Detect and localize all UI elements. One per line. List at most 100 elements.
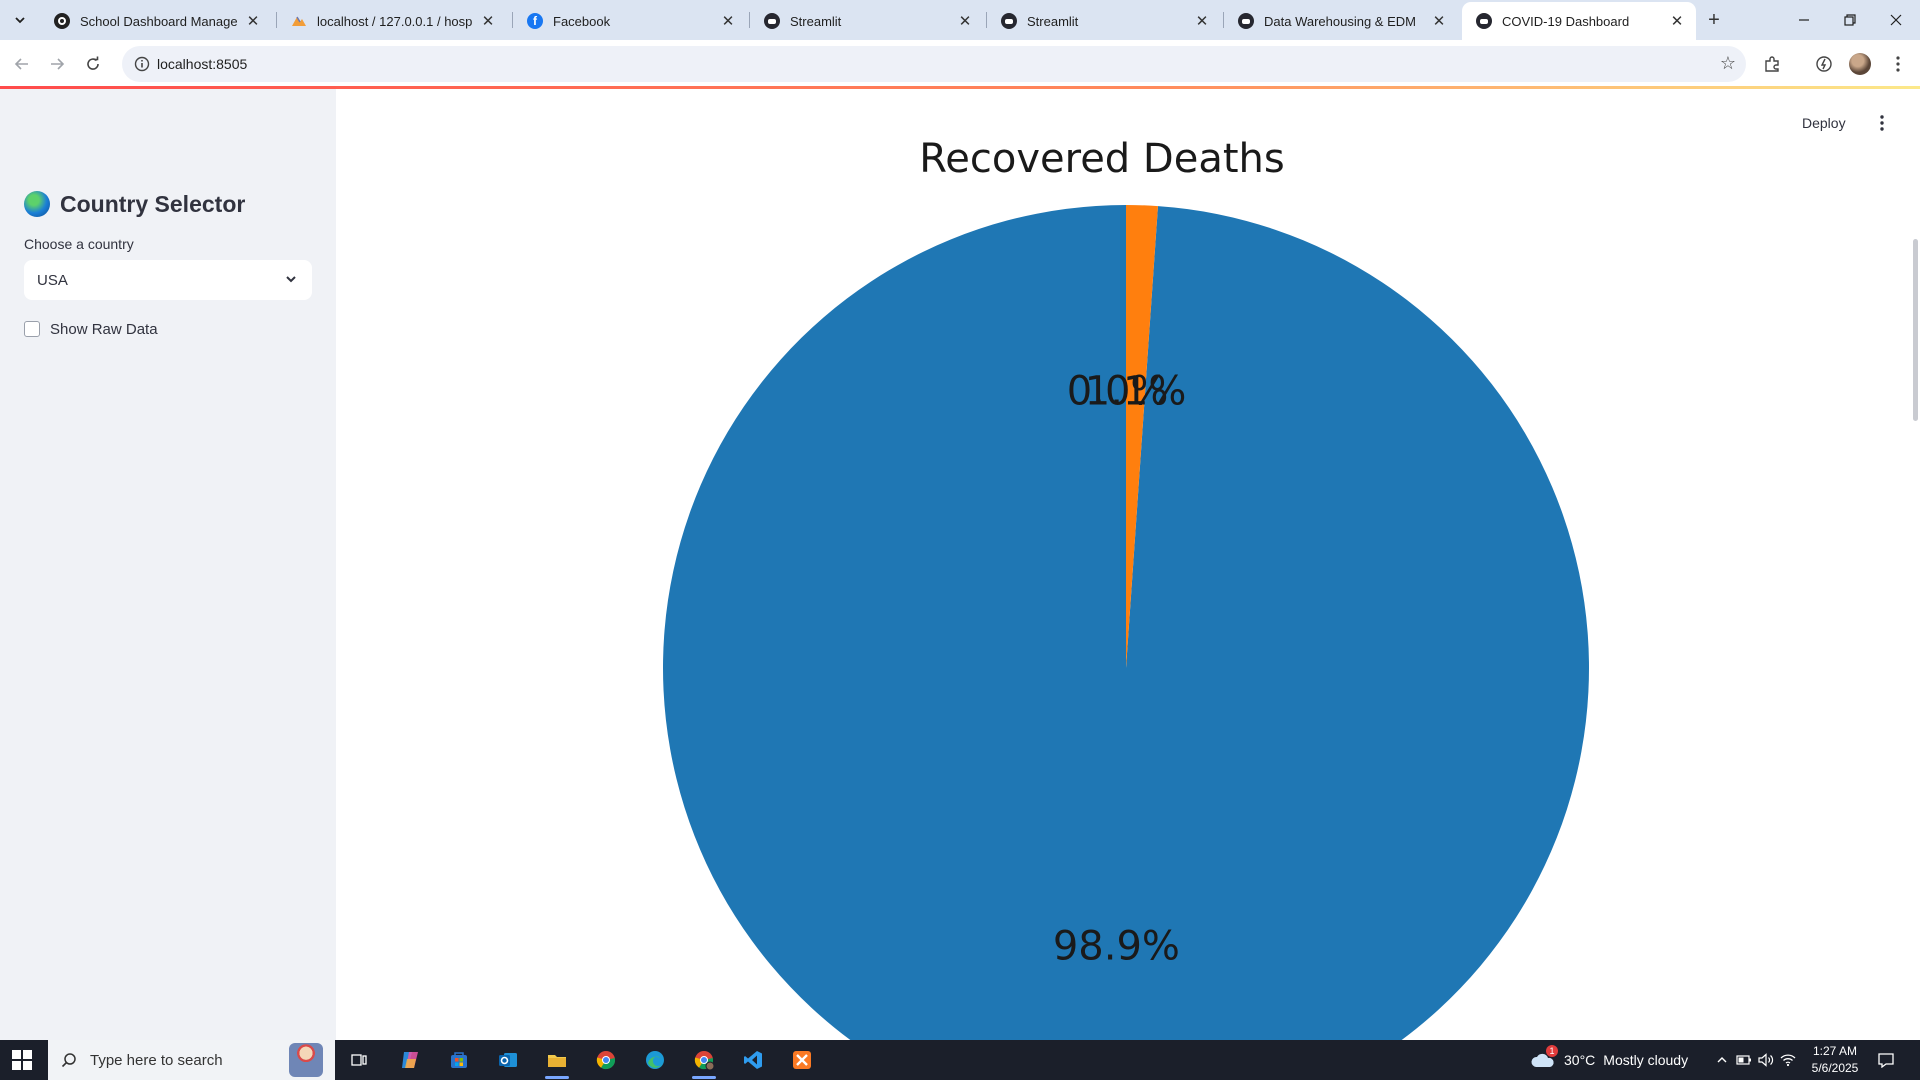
site-info-icon[interactable] [132, 54, 152, 74]
browser-tabstrip: School Dashboard Managemen ✕ localhost /… [0, 0, 1920, 40]
store-icon [451, 1052, 467, 1068]
pie-overlap-label-0: 0.0% [1067, 368, 1169, 414]
store-app[interactable] [439, 1044, 479, 1076]
main-content: Recovered Deaths 98.9% 1.1% 0.0% Deploy [336, 89, 1920, 1040]
new-tab-button[interactable]: + [1708, 8, 1720, 31]
vscode-app[interactable] [733, 1044, 773, 1076]
task-view-icon [351, 1054, 367, 1066]
tab-search-button[interactable] [8, 8, 32, 32]
notifications-button[interactable] [1866, 1044, 1906, 1076]
tab-school-dashboard[interactable]: School Dashboard Managemen ✕ [40, 2, 272, 40]
close-icon[interactable]: ✕ [958, 13, 972, 30]
tab-phpmyadmin[interactable]: localhost / 127.0.0.1 / hospital / ✕ [277, 2, 507, 40]
pie-slice-1 [1126, 205, 1158, 668]
tab-divider [512, 12, 513, 28]
sidebar: Country Selector Choose a country USA Sh… [0, 89, 336, 1040]
taskbar-search-box[interactable]: Type here to search [48, 1040, 335, 1080]
deploy-button[interactable]: Deploy [1802, 115, 1846, 131]
copilot-app[interactable] [390, 1044, 430, 1076]
windows-start-button[interactable] [12, 1050, 32, 1070]
tab-divider [1223, 12, 1224, 28]
taskbar-search-placeholder: Type here to search [90, 1051, 223, 1069]
streamlit-icon [764, 13, 780, 29]
chrome-icon [694, 1051, 715, 1071]
battery-icon[interactable] [1733, 1054, 1755, 1066]
reload-button[interactable] [79, 50, 107, 78]
facebook-icon: f [527, 13, 543, 29]
pie-slice-0 [663, 205, 1590, 1040]
cloudy-weather-icon: 1 [1530, 1045, 1558, 1070]
outlook-icon [499, 1053, 517, 1067]
bookmark-star-icon[interactable]: ☆ [1719, 53, 1736, 73]
pie-slice-label-0: 98.9% [1053, 924, 1180, 970]
edge-app[interactable] [635, 1044, 675, 1076]
close-icon[interactable]: ✕ [246, 13, 260, 30]
close-icon[interactable]: ✕ [1670, 13, 1684, 30]
chevron-up-icon[interactable] [1711, 1054, 1733, 1066]
show-raw-data-checkbox[interactable]: Show Raw Data [24, 319, 158, 339]
close-icon[interactable]: ✕ [1195, 13, 1209, 30]
kebab-menu-icon [1880, 115, 1884, 131]
back-button[interactable] [8, 50, 36, 78]
pie-slice-label-1: 1.1% [1085, 368, 1187, 414]
arrow-left-icon [14, 58, 28, 70]
profile-avatar[interactable] [1849, 53, 1871, 75]
restore-icon [1844, 14, 1856, 26]
country-select-value: USA [37, 272, 68, 289]
forward-button[interactable] [43, 50, 71, 78]
address-bar[interactable]: localhost:8505 ☆ [122, 46, 1746, 82]
xampp-app[interactable] [782, 1044, 822, 1076]
app-menu-button[interactable] [1872, 111, 1892, 135]
windows-taskbar: Type here to search 1 30°C Mostly cloudy [0, 1040, 1920, 1080]
tab-streamlit-2[interactable]: Streamlit ✕ [987, 2, 1221, 40]
tab-facebook[interactable]: f Facebook ✕ [513, 2, 747, 40]
performance-icon[interactable] [1810, 50, 1838, 78]
weather-widget[interactable]: 1 30°C Mostly cloudy [1530, 1040, 1688, 1080]
chrome-app[interactable] [586, 1044, 626, 1076]
page-scrollbar[interactable] [1913, 239, 1918, 421]
weather-temp: 30°C [1564, 1052, 1596, 1068]
tab-streamlit-1[interactable]: Streamlit ✕ [750, 2, 984, 40]
close-icon [1890, 14, 1902, 26]
url-text[interactable]: localhost:8505 [157, 56, 248, 72]
wifi-icon[interactable] [1777, 1053, 1799, 1067]
close-icon[interactable]: ✕ [721, 13, 735, 30]
clock-date: 5/6/2025 [1811, 1061, 1859, 1075]
country-select[interactable]: USA [24, 260, 312, 300]
tab-data-warehousing[interactable]: Data Warehousing & EDM ✕ [1224, 2, 1458, 40]
chevron-down-icon [282, 270, 300, 288]
close-icon[interactable]: ✕ [481, 13, 495, 30]
streamlit-icon [1238, 13, 1254, 29]
close-icon[interactable]: ✕ [1432, 13, 1446, 30]
tab-label: Facebook [553, 13, 611, 29]
minimize-icon [1799, 19, 1809, 21]
circle-logo-icon [54, 13, 70, 29]
close-window-button[interactable] [1873, 0, 1919, 40]
phpmyadmin-icon [291, 13, 307, 29]
tab-label: localhost / 127.0.0.1 / hospital / [317, 13, 473, 29]
file-explorer-app[interactable] [537, 1044, 577, 1079]
outlook-app[interactable] [488, 1044, 528, 1076]
system-tray [1711, 1040, 1799, 1080]
tab-label: Data Warehousing & EDM [1264, 13, 1416, 29]
weather-badge: 1 [1546, 1045, 1558, 1057]
browser-toolbar: localhost:8505 ☆ [0, 40, 1920, 88]
vscode-icon [744, 1051, 762, 1069]
taskbar-clock[interactable]: 1:27 AM 5/6/2025 [1800, 1043, 1870, 1077]
chrome-profile-app[interactable] [684, 1044, 724, 1079]
extensions-icon[interactable] [1758, 50, 1786, 78]
tab-covid-dashboard[interactable]: COVID-19 Dashboard ✕ [1462, 2, 1696, 40]
xampp-icon [793, 1051, 811, 1069]
tab-divider [276, 12, 277, 28]
search-highlight-image [289, 1043, 323, 1077]
volume-icon[interactable] [1755, 1053, 1777, 1067]
browser-menu-button[interactable] [1884, 50, 1912, 78]
app-header-decoration [0, 86, 1920, 89]
arrow-right-icon [51, 58, 65, 70]
streamlit-icon [1001, 13, 1017, 29]
restore-button[interactable] [1827, 0, 1873, 40]
minimize-button[interactable] [1781, 0, 1827, 40]
checkbox-box[interactable] [24, 321, 40, 337]
recovered-deaths-pie-chart: Recovered Deaths 98.9% 1.1%0.0% [663, 136, 1590, 1040]
task-view-button[interactable] [339, 1044, 379, 1076]
